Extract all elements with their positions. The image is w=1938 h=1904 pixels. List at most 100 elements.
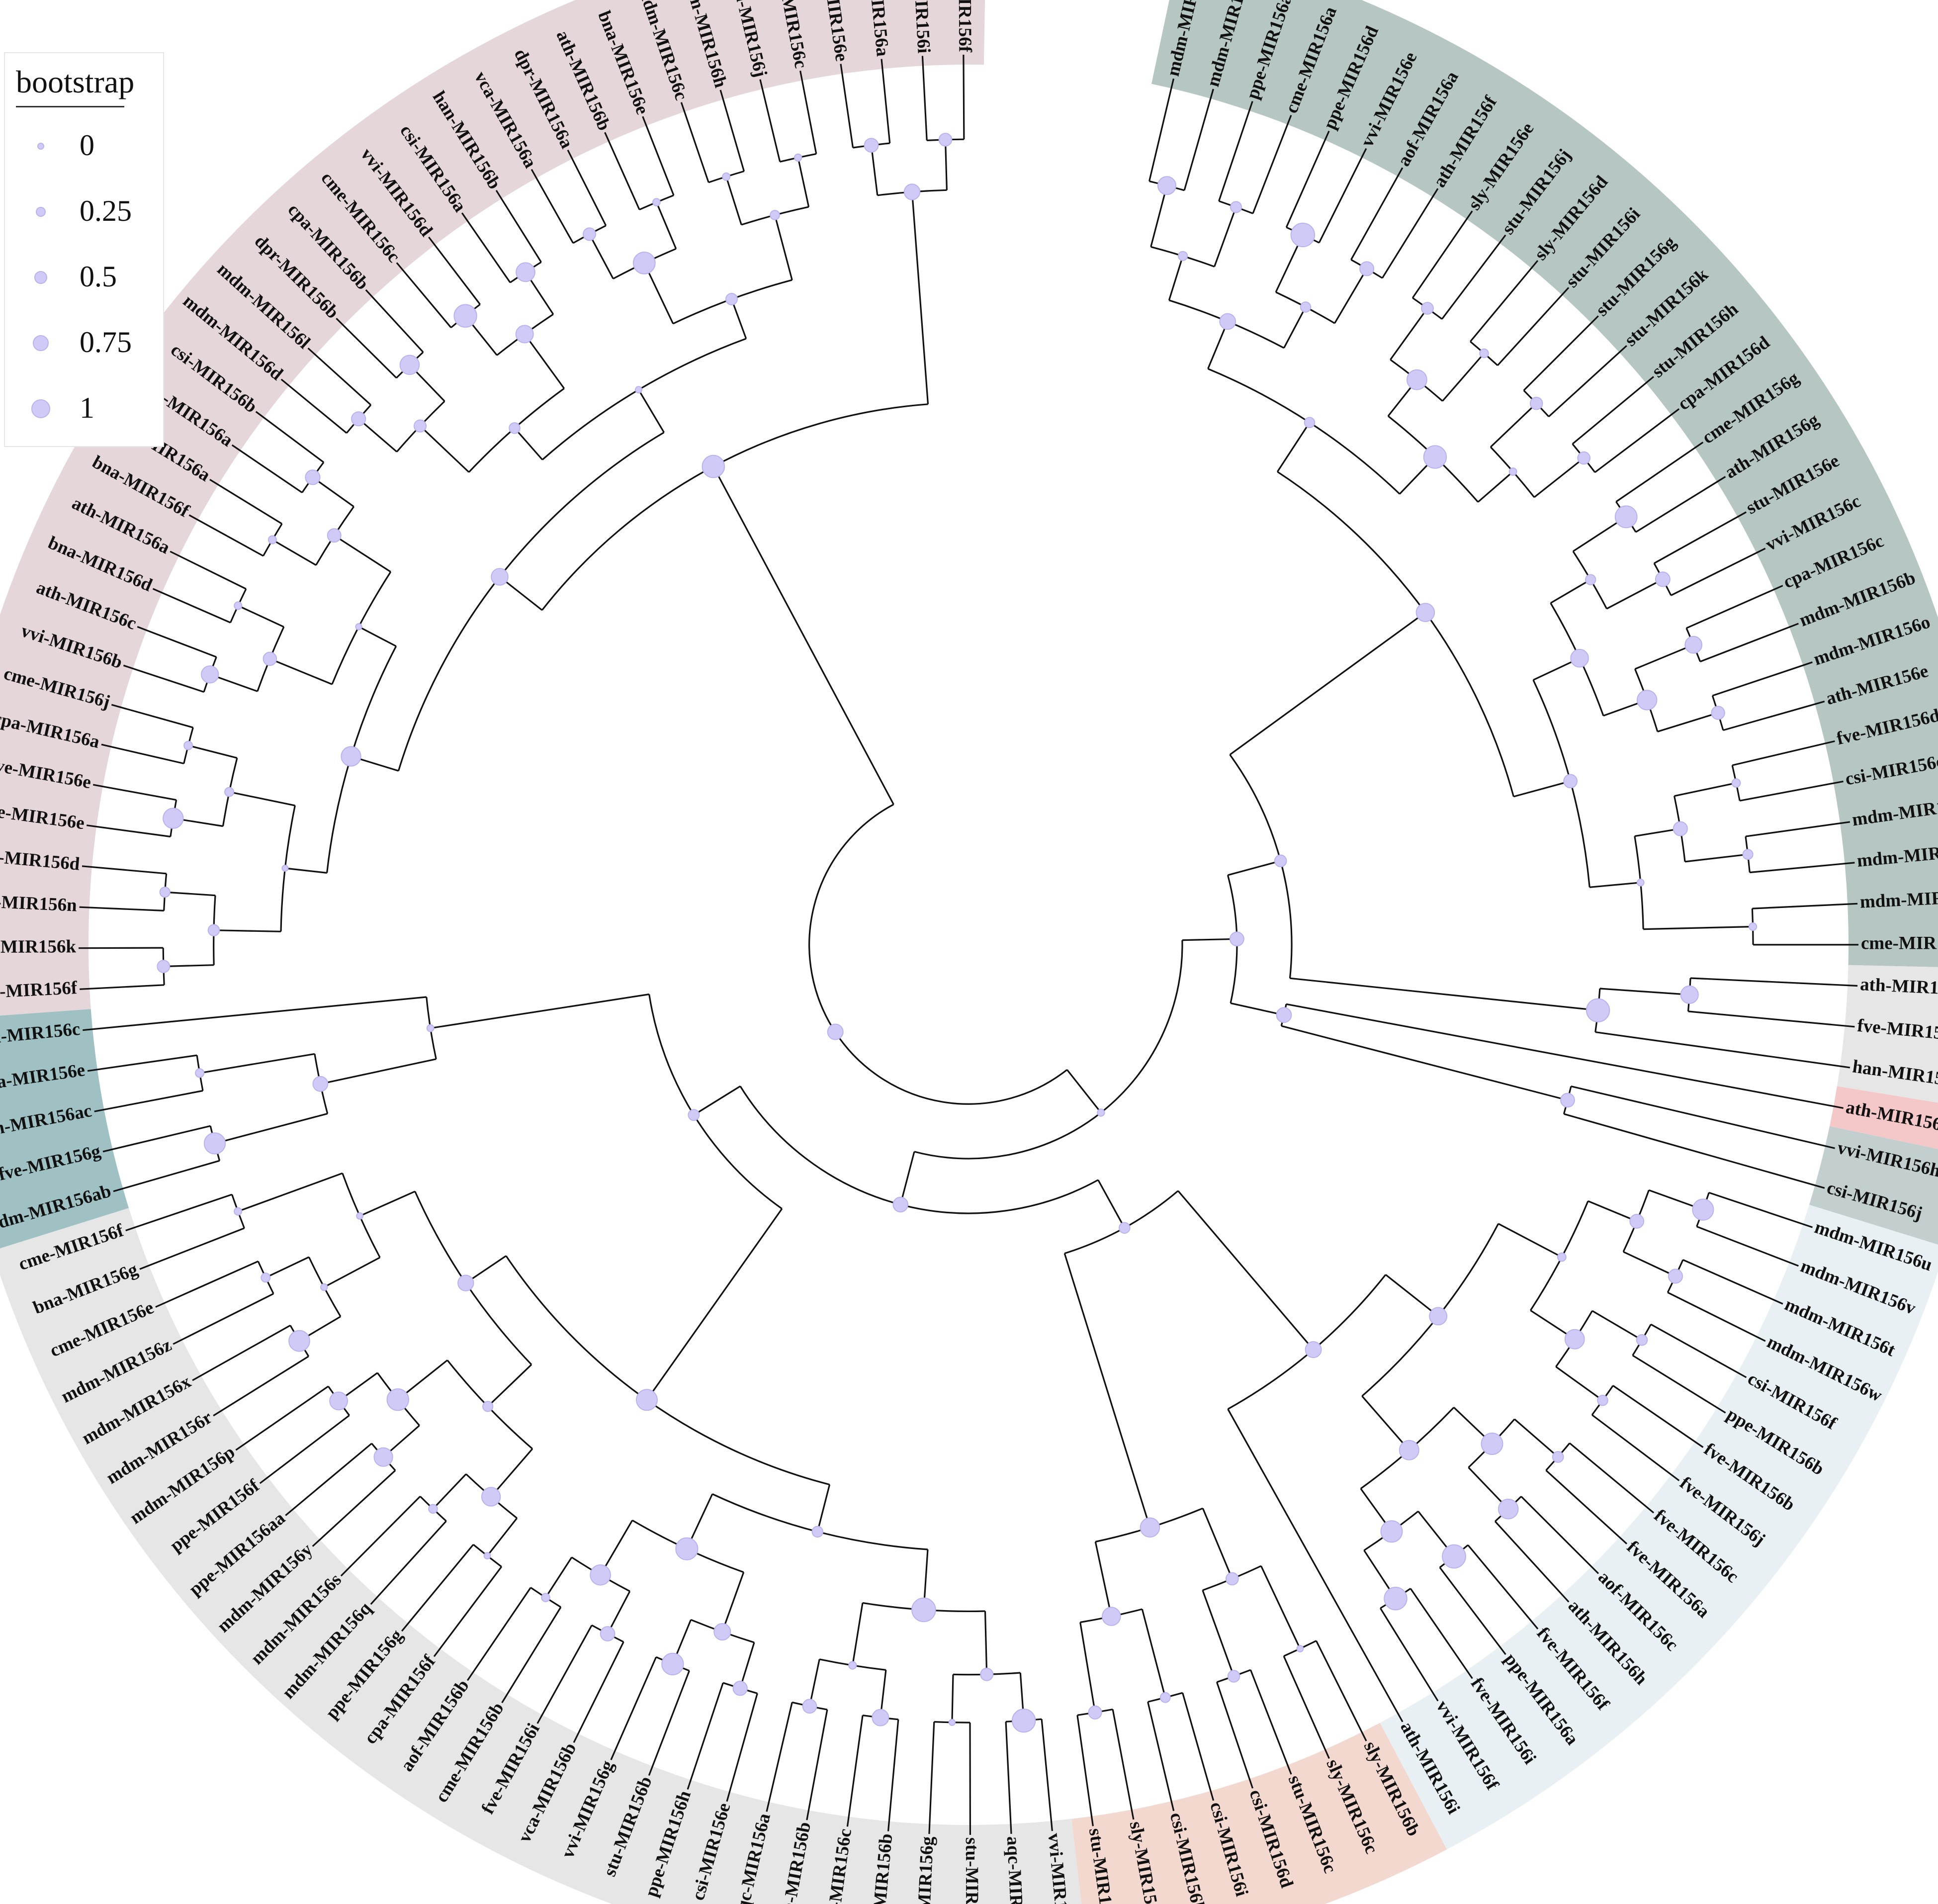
branch-line <box>238 605 284 628</box>
bootstrap-marker <box>675 1537 699 1560</box>
branch-line <box>1632 1355 1726 1414</box>
branch-line <box>170 550 247 590</box>
leaf-label: csi-MIR156g <box>913 1836 938 1904</box>
branch-arc <box>739 1086 1099 1214</box>
branch-line <box>1230 1002 1284 1016</box>
legend-dot-icon <box>31 399 50 418</box>
branch-line <box>1442 353 1485 402</box>
branch-line <box>358 418 398 453</box>
bootstrap-marker <box>541 1593 550 1602</box>
branch-line <box>123 664 204 693</box>
bootstrap-marker <box>1102 1607 1121 1626</box>
bootstrap-marker <box>1629 1214 1645 1229</box>
branch-line <box>514 427 543 460</box>
branch-line <box>87 1054 197 1072</box>
branch-line <box>1495 1521 1570 1603</box>
bootstrap-marker <box>195 1068 205 1078</box>
branch-line <box>213 929 281 932</box>
branch-line <box>1674 782 1737 797</box>
branch-line <box>365 289 424 353</box>
branch-line <box>499 576 543 611</box>
bootstrap-marker <box>1219 313 1236 330</box>
branch-line <box>680 102 709 183</box>
branch-line <box>1671 547 1766 596</box>
branch-line <box>1657 712 1719 732</box>
leaf-label: stu-MIR156a <box>962 1837 982 1904</box>
branch-line <box>1183 89 1214 191</box>
branch-line <box>1684 853 1748 863</box>
branch-line <box>199 1053 315 1074</box>
branch-line <box>1634 644 1694 670</box>
bootstrap-marker <box>159 887 171 898</box>
branch-line <box>1520 1496 1599 1574</box>
bootstrap-marker <box>722 172 731 181</box>
branch-line <box>1497 287 1570 366</box>
branch-line <box>213 1356 309 1417</box>
bootstrap-marker <box>1225 1572 1239 1586</box>
branch-line <box>1690 977 1858 987</box>
bootstrap-marker <box>632 252 656 274</box>
branch-line <box>1745 821 1850 837</box>
branch-line <box>1623 1251 1676 1277</box>
branch-line <box>1591 1310 1643 1341</box>
branch-line <box>655 202 677 249</box>
branch-line <box>726 1693 758 1802</box>
bootstrap-markers <box>157 133 1758 1733</box>
branch-line <box>846 1715 864 1827</box>
branch-line <box>1150 185 1168 247</box>
branch-line <box>721 1572 745 1632</box>
bootstrap-marker <box>1508 467 1517 476</box>
bootstrap-marker <box>157 960 171 973</box>
bootstrap-marker <box>1636 878 1645 887</box>
branch-line <box>340 1496 421 1577</box>
branch-line <box>870 145 879 195</box>
branch-line <box>1283 1655 1330 1759</box>
branch-line <box>1599 988 1690 996</box>
branch-line <box>272 539 317 566</box>
bootstrap-marker <box>1399 1440 1419 1460</box>
bootstrap-marker <box>1529 396 1543 410</box>
branch-line <box>173 1293 274 1345</box>
branch-line <box>1182 1692 1215 1801</box>
branch-line <box>1732 740 1835 766</box>
branch-line <box>725 176 742 225</box>
branch-line <box>1148 78 1175 181</box>
bootstrap-marker <box>1304 417 1316 429</box>
branch-line <box>94 1089 203 1112</box>
bootstrap-marker <box>1585 574 1596 585</box>
bootstrap-marker <box>948 1719 956 1726</box>
bootstrap-marker <box>911 1597 936 1623</box>
branch-line <box>1385 1274 1439 1317</box>
branch-line <box>1708 1191 1813 1228</box>
branch-line <box>1615 442 1704 503</box>
bootstrap-marker <box>770 210 780 220</box>
bootstrap-marker <box>688 1109 700 1121</box>
branch-line <box>1063 1253 1151 1528</box>
branch-line <box>152 588 231 624</box>
branch-line <box>567 149 607 226</box>
branch-line <box>1334 268 1368 324</box>
branch-line <box>111 704 193 728</box>
branch-line <box>320 1058 437 1085</box>
bootstrap-marker <box>1557 1252 1567 1262</box>
legend-dot-icon <box>34 271 47 284</box>
branch-line <box>259 1415 350 1484</box>
legend-item: 1 <box>5 378 163 438</box>
branch-line <box>501 1607 562 1704</box>
bootstrap-marker <box>234 1207 243 1216</box>
branch-line <box>86 824 171 838</box>
bootstrap-marker <box>1140 1517 1160 1538</box>
branch-line <box>1315 1640 1367 1741</box>
legend-item: 0 <box>5 115 163 175</box>
branch-line <box>1523 315 1599 391</box>
clade-band-6 <box>1071 1723 1447 1904</box>
branch-line <box>797 157 810 207</box>
branch-line <box>1564 1113 1825 1189</box>
branch-line <box>1571 1086 1835 1149</box>
branch-line <box>396 262 452 328</box>
branch-line <box>1667 1291 1766 1342</box>
clade-band-4 <box>1809 1126 1938 1245</box>
bootstrap-marker <box>1597 1394 1608 1406</box>
bootstrap-marker <box>1276 1007 1292 1023</box>
bootstrap-marker <box>482 1401 494 1412</box>
